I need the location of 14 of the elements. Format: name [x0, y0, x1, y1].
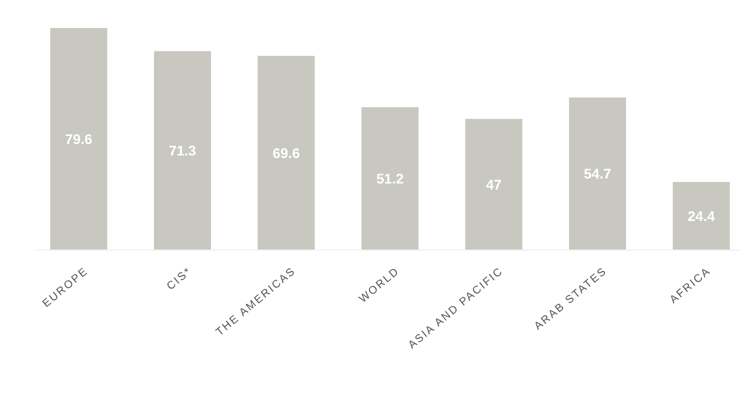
- bar: [568, 97, 626, 250]
- data-label: 24.4: [688, 208, 716, 224]
- bar: [50, 28, 108, 250]
- bar: [154, 51, 212, 250]
- bar: [258, 56, 315, 250]
- bar: [361, 107, 419, 250]
- data-label: 69.6: [272, 144, 300, 161]
- bar: [672, 182, 730, 250]
- bar: [465, 118, 522, 250]
- data-label: 51.2: [376, 170, 404, 187]
- data-label: 54.7: [584, 166, 612, 182]
- data-label: 47: [486, 176, 502, 192]
- data-label: 79.6: [65, 131, 93, 147]
- data-label: 71.3: [168, 142, 196, 159]
